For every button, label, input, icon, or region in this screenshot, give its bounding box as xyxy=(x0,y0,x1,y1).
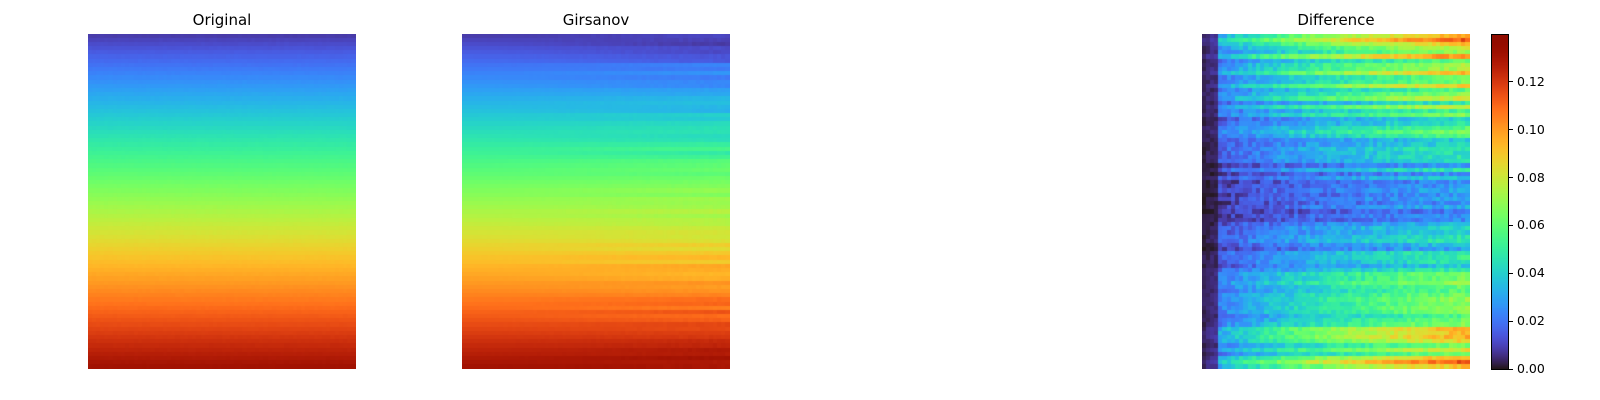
colorbar-tick-label: 0.08 xyxy=(1517,169,1545,185)
original-heatmap xyxy=(88,34,356,369)
colorbar-tick-mark xyxy=(1509,129,1513,131)
colorbar-tick-label: 0.00 xyxy=(1517,361,1545,376)
colorbar-tick-mark xyxy=(1509,320,1513,322)
colorbar-tick-label: 0.06 xyxy=(1517,217,1545,233)
colorbar-tick-mark xyxy=(1509,81,1513,83)
difference-colorbar xyxy=(1492,34,1509,369)
colorbar-tick-label: 0.04 xyxy=(1517,265,1545,281)
colorbar-tick-label: 0.02 xyxy=(1517,313,1545,329)
colorbar-tick-mark xyxy=(1509,224,1513,226)
colorbar-frame xyxy=(1491,34,1509,370)
colorbar-tick-label: 0.12 xyxy=(1517,73,1545,89)
colorbar-tick-mark xyxy=(1509,368,1513,370)
original-title: Original xyxy=(192,11,252,29)
colorbar-tick-mark xyxy=(1509,177,1513,179)
difference-title: Difference xyxy=(1297,11,1375,29)
girsanov-title: Girsanov xyxy=(562,11,630,29)
girsanov-heatmap xyxy=(462,34,730,369)
colorbar-tick-mark xyxy=(1509,272,1513,274)
colorbar-tick-label: 0.10 xyxy=(1517,121,1545,137)
difference-heatmap xyxy=(1202,34,1470,369)
